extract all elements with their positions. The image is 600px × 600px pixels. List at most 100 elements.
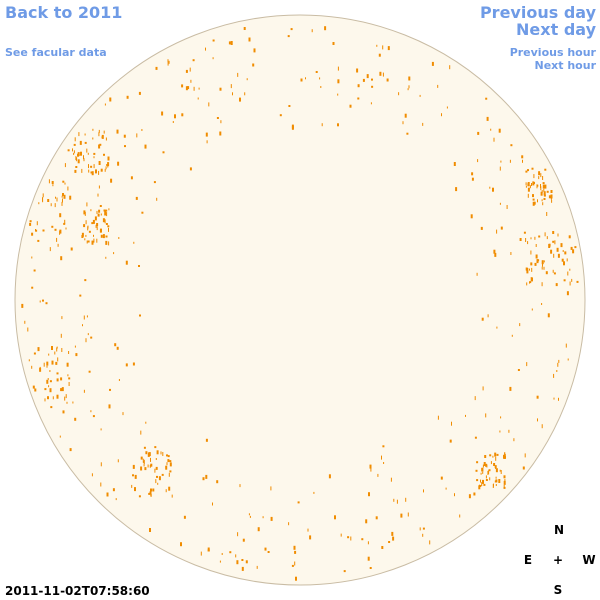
facula: [377, 473, 379, 477]
facula: [408, 76, 411, 81]
facula: [27, 327, 29, 332]
facula: [167, 59, 169, 63]
facula: [535, 244, 537, 247]
facula: [510, 252, 512, 255]
facula: [482, 386, 484, 391]
facula: [370, 102, 372, 105]
facula: [375, 516, 378, 520]
facula: [455, 187, 458, 192]
facula: [540, 173, 542, 178]
facula: [140, 430, 142, 435]
facula: [379, 71, 382, 76]
facula: [532, 201, 535, 206]
facula: [485, 413, 487, 418]
facula: [288, 522, 290, 526]
facular-link[interactable]: See facular data: [5, 46, 107, 59]
facula: [537, 184, 539, 187]
facula: [294, 561, 296, 566]
facula: [493, 137, 495, 142]
previous-day-link[interactable]: Previous day: [480, 3, 597, 22]
facula: [554, 240, 556, 245]
facula: [125, 363, 128, 367]
facula: [494, 252, 497, 257]
facula: [300, 78, 303, 82]
facula: [187, 86, 190, 90]
facula: [244, 92, 246, 96]
facula: [248, 37, 251, 42]
facula: [43, 362, 45, 367]
facula: [499, 469, 501, 472]
facula: [396, 499, 398, 504]
facula: [169, 470, 172, 473]
facula: [124, 145, 126, 148]
facula: [267, 551, 270, 553]
facula: [495, 468, 498, 473]
facula: [169, 462, 172, 467]
facula: [155, 66, 158, 70]
facula: [61, 387, 64, 392]
facula: [67, 186, 69, 191]
facula: [192, 59, 195, 62]
facula: [366, 74, 369, 79]
facula: [264, 547, 267, 551]
facula: [42, 229, 45, 232]
facula: [32, 385, 35, 389]
facula: [98, 185, 100, 189]
facula: [73, 143, 76, 146]
facula: [87, 152, 89, 155]
facula: [46, 361, 49, 366]
facula: [471, 172, 474, 176]
facula: [74, 345, 76, 348]
facula: [205, 438, 208, 442]
facula: [382, 45, 384, 50]
facula: [542, 262, 543, 267]
facula: [55, 361, 58, 365]
facula: [85, 234, 87, 237]
facula: [270, 486, 272, 491]
facula: [566, 258, 568, 262]
facula: [569, 268, 571, 271]
facula: [324, 26, 327, 31]
facula: [242, 538, 245, 542]
facula: [495, 484, 497, 486]
facula: [567, 271, 569, 276]
previous-hour-link[interactable]: Previous hour: [510, 46, 597, 59]
facula: [383, 462, 385, 464]
facula: [60, 256, 63, 261]
facula: [48, 353, 50, 356]
facula: [116, 129, 119, 134]
facula: [155, 458, 157, 460]
facula: [419, 94, 421, 97]
back-link[interactable]: Back to 2011: [5, 3, 122, 22]
facula: [174, 114, 176, 119]
facula: [555, 283, 558, 287]
facula: [445, 487, 447, 490]
facula: [367, 556, 370, 561]
facula: [59, 213, 62, 218]
facula: [540, 186, 542, 191]
facula: [104, 219, 106, 224]
facula: [205, 132, 208, 137]
facula: [93, 238, 95, 243]
facula: [527, 169, 529, 172]
facula: [376, 44, 378, 47]
facula: [76, 157, 78, 162]
facula: [485, 479, 488, 481]
facula: [98, 132, 100, 137]
facula: [519, 238, 522, 241]
facula: [79, 140, 82, 145]
facula: [103, 153, 105, 156]
facula: [429, 540, 431, 545]
next-day-link[interactable]: Next day: [516, 20, 597, 39]
facula: [553, 272, 556, 275]
next-hour-link[interactable]: Next hour: [535, 59, 597, 72]
facula: [95, 224, 97, 228]
facula: [525, 238, 527, 242]
facula: [230, 84, 232, 89]
facula: [180, 542, 182, 547]
facula: [239, 97, 241, 102]
facula: [526, 282, 528, 286]
facula: [96, 210, 98, 214]
facula: [483, 462, 486, 466]
facula: [453, 162, 456, 166]
